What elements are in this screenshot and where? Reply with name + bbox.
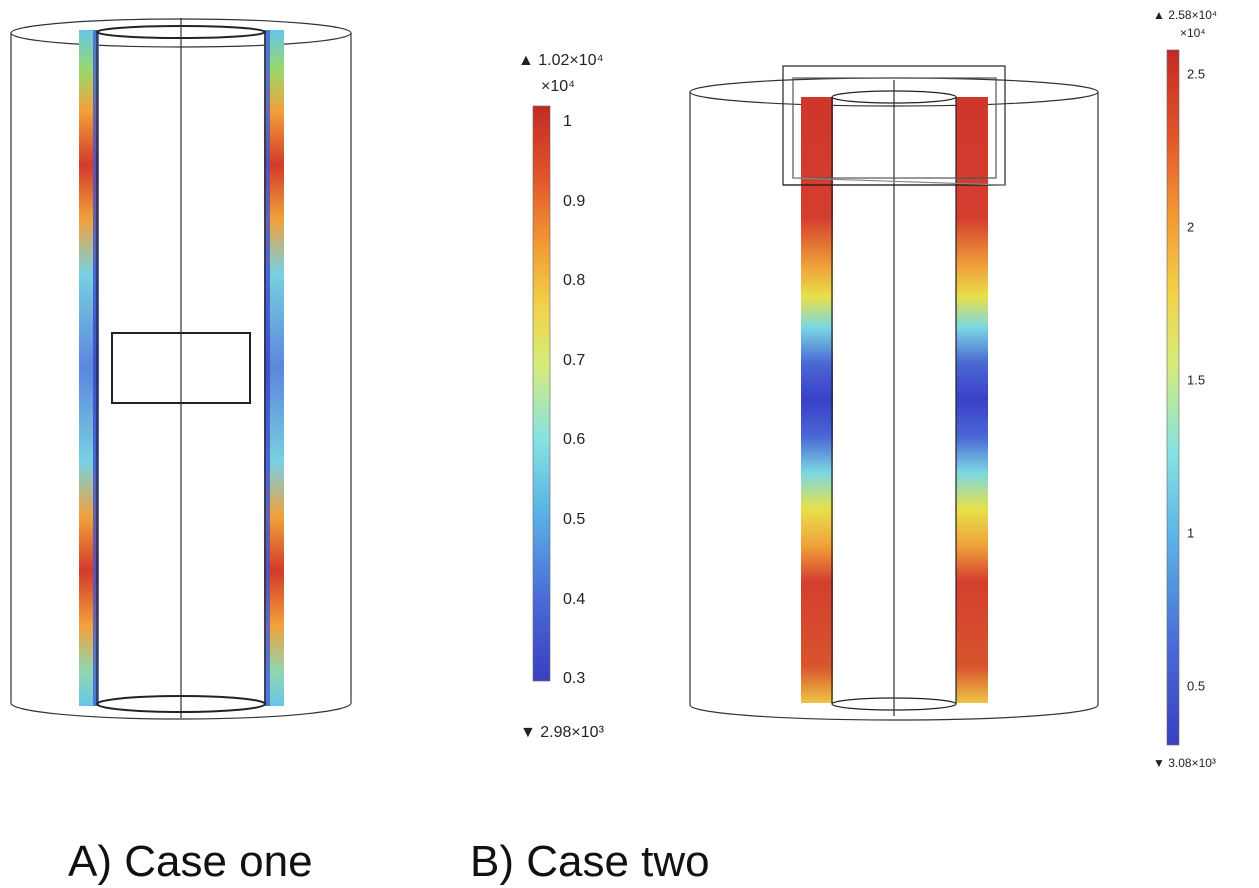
colorbar-b-tick-4: 0.5 xyxy=(1187,678,1206,694)
colorbar-a-tick-0: 1 xyxy=(563,112,572,130)
colorbar-a-multiplier: ×10⁴ xyxy=(541,78,576,95)
colorbar-a-max-label: ▲ 1.02×10⁴ xyxy=(518,52,604,69)
colorbar-a-tick-5: 0.5 xyxy=(563,511,586,529)
caption-case-one: A) Case one xyxy=(68,837,313,886)
colorbar-b-tick-1: 2 xyxy=(1187,219,1195,235)
case-one-left-band-inner xyxy=(93,30,99,706)
colorbar-a-tick-2: 0.8 xyxy=(563,272,586,290)
colorbar-a-tick-3: 0.7 xyxy=(563,351,586,369)
outer-cylinder-bottom xyxy=(10,702,352,720)
case-two-left-band xyxy=(801,97,833,703)
case-two-fluid-band xyxy=(801,97,988,703)
case-one-fluid-band xyxy=(79,30,284,706)
case-one-right-band-inner xyxy=(264,30,270,706)
case-one-inner-geometry xyxy=(96,18,266,718)
colorbar-b xyxy=(1166,49,1180,746)
colorbar-b-tick-2: 1.5 xyxy=(1187,372,1206,388)
colorbar-a xyxy=(532,105,551,682)
colorbar-a-tick-6: 0.4 xyxy=(563,590,586,608)
colorbar-a-tick-4: 0.6 xyxy=(563,431,586,449)
caption-case-two: B) Case two xyxy=(470,837,710,886)
outer-cylinder-bottom-b xyxy=(689,704,1099,721)
colorbar-a-min-label: ▼ 2.98×10³ xyxy=(520,724,604,741)
colorbar-b-max-label: ▲ 2.58×10⁴ xyxy=(1153,8,1218,22)
case-two-inner-geometry xyxy=(782,65,1006,716)
colorbar-b-min-label: ▼ 3.08×10³ xyxy=(1153,756,1216,770)
colorbar-b-multiplier: ×10⁴ xyxy=(1180,26,1206,40)
colorbar-a-tick-1: 0.9 xyxy=(563,192,586,210)
case-two-right-band xyxy=(956,97,988,703)
colorbar-b-tick-3: 1 xyxy=(1187,525,1195,541)
case-one-insert-block xyxy=(111,332,251,404)
colorbar-b-tick-0: 2.5 xyxy=(1187,66,1206,82)
colorbar-a-tick-7: 0.3 xyxy=(563,670,586,688)
